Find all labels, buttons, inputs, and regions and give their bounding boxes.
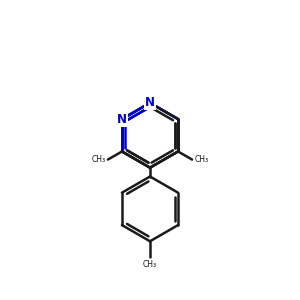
Text: N: N [145,96,155,110]
Text: CH₃: CH₃ [194,155,208,164]
Text: CH₃: CH₃ [92,155,106,164]
Text: CH₃: CH₃ [143,260,157,269]
Text: N: N [145,96,155,110]
Text: N: N [117,112,127,126]
